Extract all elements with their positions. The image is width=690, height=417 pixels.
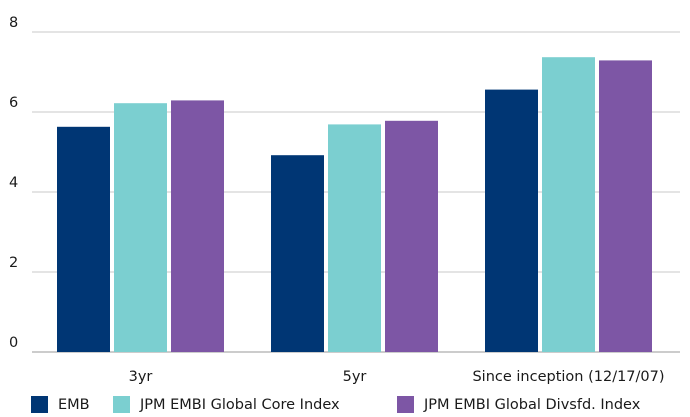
legend-item-jpm-embi-global-core-index: JPM EMBI Global Core Index: [113, 396, 340, 413]
legend-label-jpm-embi-global-core-index: JPM EMBI Global Core Index: [139, 397, 340, 413]
legend-label-jpm-embi-global-divsfd-index: JPM EMBI Global Divsfd. Index: [423, 397, 641, 413]
x-axis-category-labels: 3yr 5yr Since inception (12/17/07): [129, 369, 665, 385]
x-category-label-3yr: 3yr: [129, 369, 153, 385]
legend-label-emb: EMB: [58, 397, 90, 413]
y-tick-label-8: 8: [9, 15, 18, 31]
bar-jpm-embi-global-core-index-3yr: [114, 103, 167, 352]
y-tick-label-6: 6: [9, 95, 18, 111]
y-axis-tick-labels: 0 2 4 6 8: [9, 15, 18, 351]
y-tick-label-4: 4: [9, 175, 18, 191]
legend: EMB JPM EMBI Global Core Index JPM EMBI Gl…: [31, 396, 641, 413]
bar-emb-5yr: [271, 155, 324, 352]
legend-item-jpm-embi-global-divsfd-index: JPM EMBI Global Divsfd. Index: [397, 396, 641, 413]
bar-emb-3yr: [57, 126, 110, 352]
y-tick-label-0: 0: [9, 335, 18, 351]
bar-jpm-embi-global-divsfd-index-since-inception-12-17-07: [599, 60, 652, 353]
legend-swatch-jpm-embi-global-divsfd-index: [397, 396, 414, 413]
bar-jpm-embi-global-core-index-5yr: [328, 124, 381, 353]
legend-item-emb: EMB: [31, 396, 90, 413]
y-tick-label-2: 2: [9, 255, 18, 271]
legend-swatch-jpm-embi-global-core-index: [113, 396, 130, 413]
x-category-label-since-inception-12-17-07: Since inception (12/17/07): [472, 369, 664, 385]
bar-jpm-embi-global-divsfd-index-5yr: [385, 120, 438, 352]
bar-jpm-embi-global-core-index-since-inception-12-17-07: [542, 57, 595, 352]
legend-swatch-emb: [31, 396, 48, 413]
bar-emb-since-inception-12-17-07: [485, 89, 538, 352]
bar-jpm-embi-global-divsfd-index-3yr: [171, 100, 224, 353]
bars: [57, 57, 652, 353]
x-category-label-5yr: 5yr: [343, 369, 367, 385]
